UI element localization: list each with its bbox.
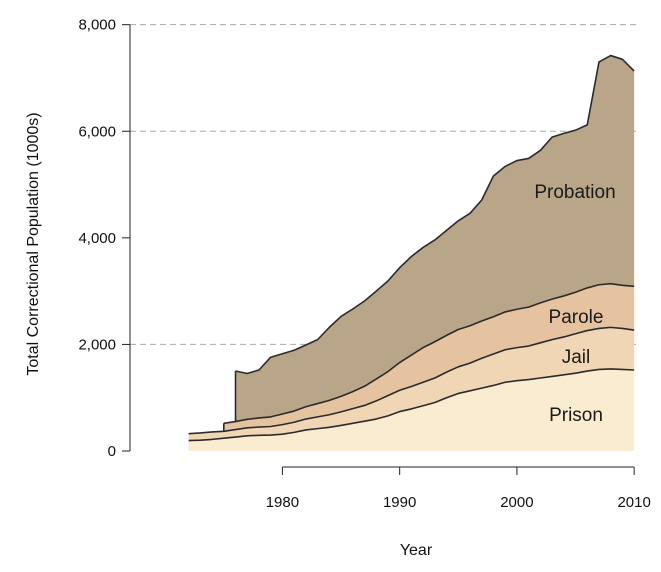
y-tick-label: 8,000 xyxy=(78,17,116,34)
x-axis-title: Year xyxy=(400,542,433,559)
y-tick-label: 0 xyxy=(108,443,116,460)
series-label-prison: Prison xyxy=(549,405,603,426)
y-axis-title: Total Correctional Population (1000s) xyxy=(25,112,42,375)
area-jail xyxy=(188,327,635,441)
x-tick-label: 1980 xyxy=(266,494,299,511)
series-boundaries xyxy=(188,54,635,442)
y-tick-label: 4,000 xyxy=(78,230,116,247)
series-labels: Probation Parole Jail Prison xyxy=(534,182,615,426)
x-tick-label: 2000 xyxy=(500,494,533,511)
line-jail xyxy=(188,326,635,435)
line-prison xyxy=(188,368,635,442)
area-probation xyxy=(235,55,635,422)
x-tick-label: 1990 xyxy=(383,494,416,511)
y-tick-label: 2,000 xyxy=(78,336,116,353)
series-label-probation: Probation xyxy=(534,182,615,203)
line-parole xyxy=(223,282,635,425)
area-prison xyxy=(188,368,635,452)
series-label-parole: Parole xyxy=(549,307,604,328)
axes: 0 2,000 4,000 6,000 8,000 1980 1990 2000 2010 xyxy=(78,17,650,511)
area-parole xyxy=(223,283,635,432)
y-tick-label: 6,000 xyxy=(78,123,116,140)
x-tick-label: 2010 xyxy=(617,494,650,511)
line-probation xyxy=(235,54,635,375)
series-areas xyxy=(188,55,635,452)
series-label-jail: Jail xyxy=(562,347,591,368)
